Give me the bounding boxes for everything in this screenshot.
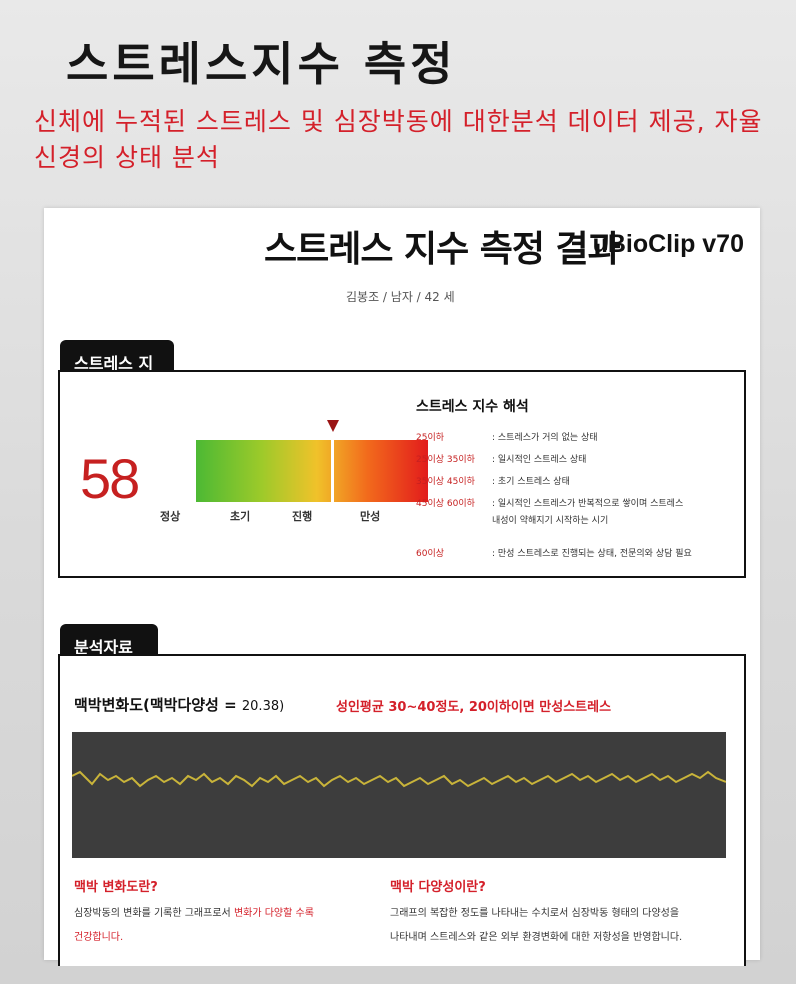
hrv-line-chart bbox=[71, 770, 727, 788]
analysis-section-tab: 분석자료 bbox=[60, 624, 158, 657]
q1-text-a: 심장박동의 변화를 기록한 그래프로서 bbox=[74, 908, 231, 919]
legend-range: 60이상 bbox=[416, 549, 445, 559]
legend-desc: : 초기 스트레스 상태 bbox=[492, 477, 570, 487]
legend-row: 25이상 35이하 : 일시적인 스트레스 상태 bbox=[416, 452, 586, 465]
gauge-marker-line bbox=[331, 440, 334, 502]
q1-text-highlight: 변화가 다양할 수록 bbox=[233, 908, 314, 919]
legend-range: 25이하 bbox=[416, 433, 445, 443]
hrv-label: 맥박변화도(맥박다양성 = 20.38) bbox=[74, 694, 284, 715]
legend-row: 25이하 : 스트레스가 거의 없는 상태 bbox=[416, 430, 598, 443]
q2-text: 그래프의 복잡한 정도를 나타내는 수치로서 심장박동 형태의 다양성을 나타내… bbox=[390, 902, 740, 950]
legend-row: 45이상 60이하 : 일시적인 스트레스가 반복적으로 쌓이며 스트레스 내성이… bbox=[416, 496, 692, 530]
slide-title: 스트레스지수 측정 bbox=[66, 37, 457, 91]
legend-desc: : 스트레스가 거의 없는 상태 bbox=[492, 433, 598, 443]
legend-desc: : 일시적인 스트레스가 반복적으로 쌓이며 스트레스 내성이 약해지기 시작하… bbox=[492, 499, 684, 526]
legend-range: 45이상 60이하 bbox=[416, 499, 475, 509]
device-label: uBioClip v70 bbox=[592, 230, 744, 258]
gauge-tick-early: 초기 bbox=[230, 510, 251, 523]
hrv-note: 성인평균 30~40정도, 20이하이면 만성스트레스 bbox=[336, 700, 612, 715]
legend-range: 25이상 35이하 bbox=[416, 455, 475, 465]
person-info: 김봉조 / 남자 / 42 세 bbox=[346, 290, 455, 304]
legend-title: 스트레스 지수 해석 bbox=[416, 399, 529, 415]
gauge-tick-normal: 정상 bbox=[160, 510, 181, 523]
q1-text-b: 건강합니다. bbox=[74, 932, 124, 943]
stress-score: 58 bbox=[80, 447, 140, 510]
legend-row: 60이상 : 만성 스트레스로 진행되는 상태, 전문의와 상담 필요 bbox=[416, 546, 692, 559]
legend-desc: : 만성 스트레스로 진행되는 상태, 전문의와 상담 필요 bbox=[492, 549, 692, 559]
q1-title: 맥박 변화도란? bbox=[74, 880, 158, 895]
gauge-tick-chronic: 만성 bbox=[360, 510, 381, 523]
q2-text-2: 나타내며 스트레스와 같은 외부 환경변화에 대한 저항성을 반영합니다. bbox=[390, 932, 683, 943]
stress-gauge-bar bbox=[196, 440, 428, 502]
legend-row: 35이상 45이하 : 초기 스트레스 상태 bbox=[416, 474, 570, 487]
q1-text: 심장박동의 변화를 기록한 그래프로서 변화가 다양할 수록 건강합니다. bbox=[74, 902, 374, 950]
gauge-marker-icon bbox=[327, 420, 339, 432]
hrv-trace bbox=[71, 770, 727, 788]
q2-text-1: 그래프의 복잡한 정도를 나타내는 수치로서 심장박동 형태의 다양성을 bbox=[390, 908, 680, 919]
hrv-chart bbox=[71, 732, 727, 858]
slide-subtitle: 신체에 누적된 스트레스 및 심장박동에 대한분석 데이터 제공, 자율신경의 … bbox=[34, 107, 763, 172]
hrv-value: 20.38) bbox=[241, 699, 285, 714]
report-card: 스트레스 지수 측정 결과 uBioClip v70 김봉조 / 남자 / 42… bbox=[44, 208, 760, 966]
gauge-tick-progress: 진행 bbox=[292, 510, 313, 523]
q2-title: 맥박 다양성이란? bbox=[390, 880, 486, 895]
stress-section-tab: 스트레스 지수 bbox=[60, 340, 174, 397]
legend-desc: : 일시적인 스트레스 상태 bbox=[492, 455, 587, 465]
hrv-label-text: 맥박변화도(맥박다양성 = bbox=[74, 696, 237, 714]
legend-range: 35이상 45이하 bbox=[416, 477, 475, 487]
report-title: 스트레스 지수 측정 결과 bbox=[264, 229, 621, 270]
